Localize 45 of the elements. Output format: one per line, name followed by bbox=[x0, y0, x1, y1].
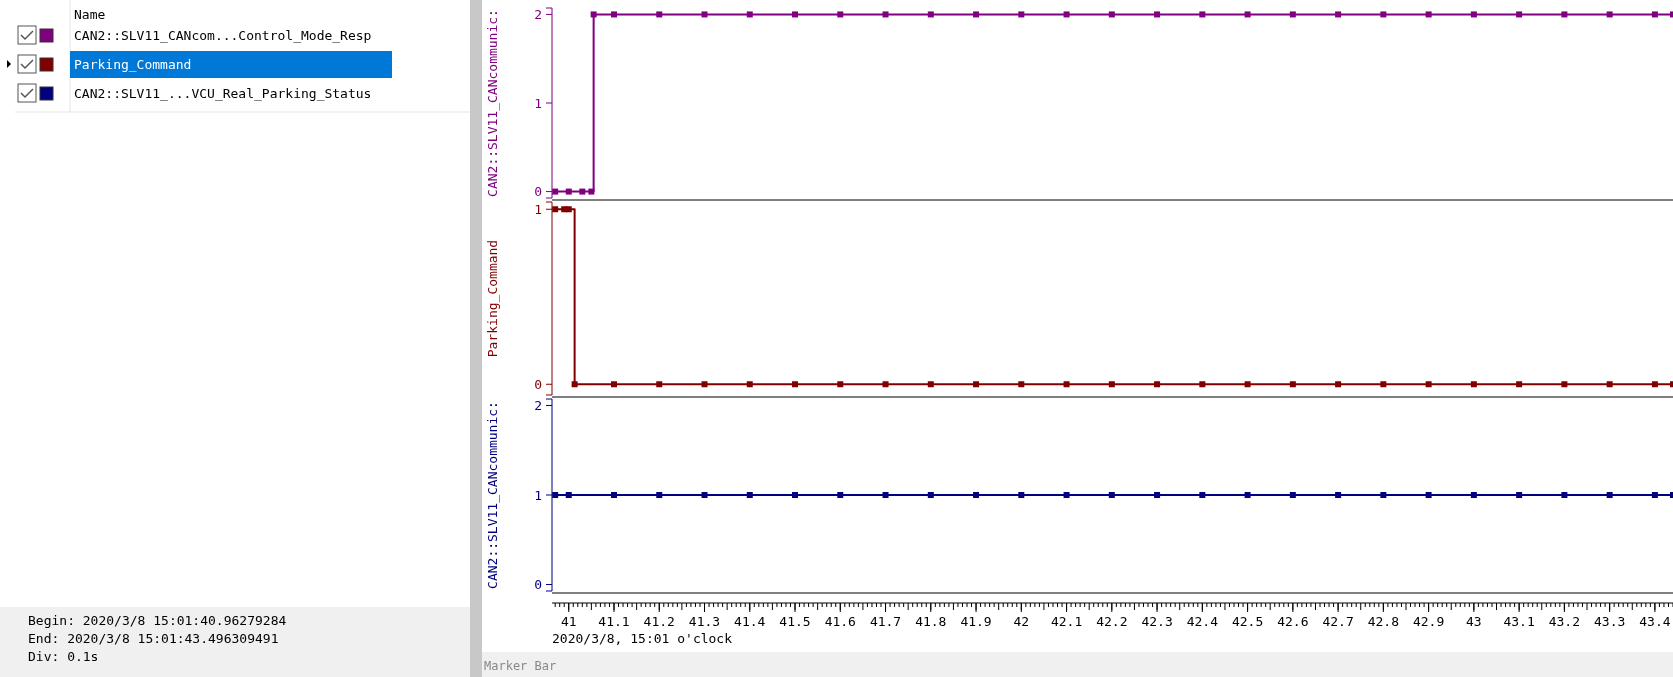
x-tick-label: 41.4 bbox=[734, 614, 766, 629]
x-tick-label: 41.8 bbox=[915, 614, 947, 629]
y-tick-label: 2 bbox=[534, 398, 542, 414]
x-tick-label: 41 bbox=[560, 614, 577, 629]
x-tick-label: 41.6 bbox=[824, 614, 856, 629]
x-tick-label: 42.4 bbox=[1186, 614, 1219, 629]
y-tick-label: 0 bbox=[534, 184, 542, 200]
y-tick-label: 1 bbox=[534, 487, 542, 503]
x-tick-label: 43.3 bbox=[1593, 614, 1626, 629]
x-tick-label: 43.2 bbox=[1548, 614, 1581, 629]
x-tick-label: 42 bbox=[1013, 614, 1030, 629]
y-axis-title: CAN2::SLV11_CANcommunic: bbox=[484, 9, 500, 197]
y-tick-label: 2 bbox=[534, 6, 542, 22]
x-tick-label: 42.5 bbox=[1231, 614, 1264, 629]
legend-label: CAN2::SLV11_CANcom...Control_Mode_Resp bbox=[74, 28, 372, 43]
x-tick-label: 42.6 bbox=[1277, 614, 1309, 629]
legend-label: CAN2::SLV11_...VCU_Real_Parking_Status bbox=[74, 86, 372, 101]
legend-title: Name bbox=[74, 7, 106, 22]
x-tick-label: 42.9 bbox=[1412, 614, 1445, 629]
x-tick-label: 41.3 bbox=[688, 614, 721, 629]
y-tick-label: 0 bbox=[534, 577, 542, 593]
x-tick-label: 41.5 bbox=[779, 614, 811, 629]
y-tick-label: 1 bbox=[534, 201, 542, 217]
y-axis-title: CAN2::SLV11_CANcommunic: bbox=[484, 401, 500, 589]
x-tick-label: 42.7 bbox=[1322, 614, 1354, 629]
x-tick-label: 41.1 bbox=[598, 614, 630, 629]
x-tick-label: 41.7 bbox=[869, 614, 902, 629]
x-tick-label: 42.3 bbox=[1141, 614, 1173, 629]
text: End: 2020/3/8 15:01:43.496309491 bbox=[28, 631, 279, 646]
x-tick-label: 41.2 bbox=[643, 614, 675, 629]
y-tick-label: 0 bbox=[534, 376, 542, 392]
text: Marker Bar bbox=[484, 659, 557, 673]
text: Begin: 2020/3/8 15:01:40.96279284 bbox=[28, 613, 287, 628]
text: Div: 0.1s bbox=[28, 649, 99, 664]
x-tick-label: 42.1 bbox=[1050, 614, 1083, 629]
y-axis-title: Parking_Command bbox=[484, 239, 500, 358]
x-tick-label: 42.2 bbox=[1096, 614, 1128, 629]
x-tick-label: 43.1 bbox=[1503, 614, 1535, 629]
x-axis-title: 2020/3/8, 15:01 o'clock bbox=[552, 631, 733, 646]
x-tick-label: 41.9 bbox=[960, 614, 992, 629]
x-tick-label: 42.8 bbox=[1367, 614, 1400, 629]
x-tick-label: 43.4 bbox=[1639, 614, 1671, 629]
x-tick-label: 43 bbox=[1466, 614, 1482, 629]
legend-label: Parking_Command bbox=[74, 57, 192, 72]
y-tick-label: 1 bbox=[534, 95, 542, 111]
